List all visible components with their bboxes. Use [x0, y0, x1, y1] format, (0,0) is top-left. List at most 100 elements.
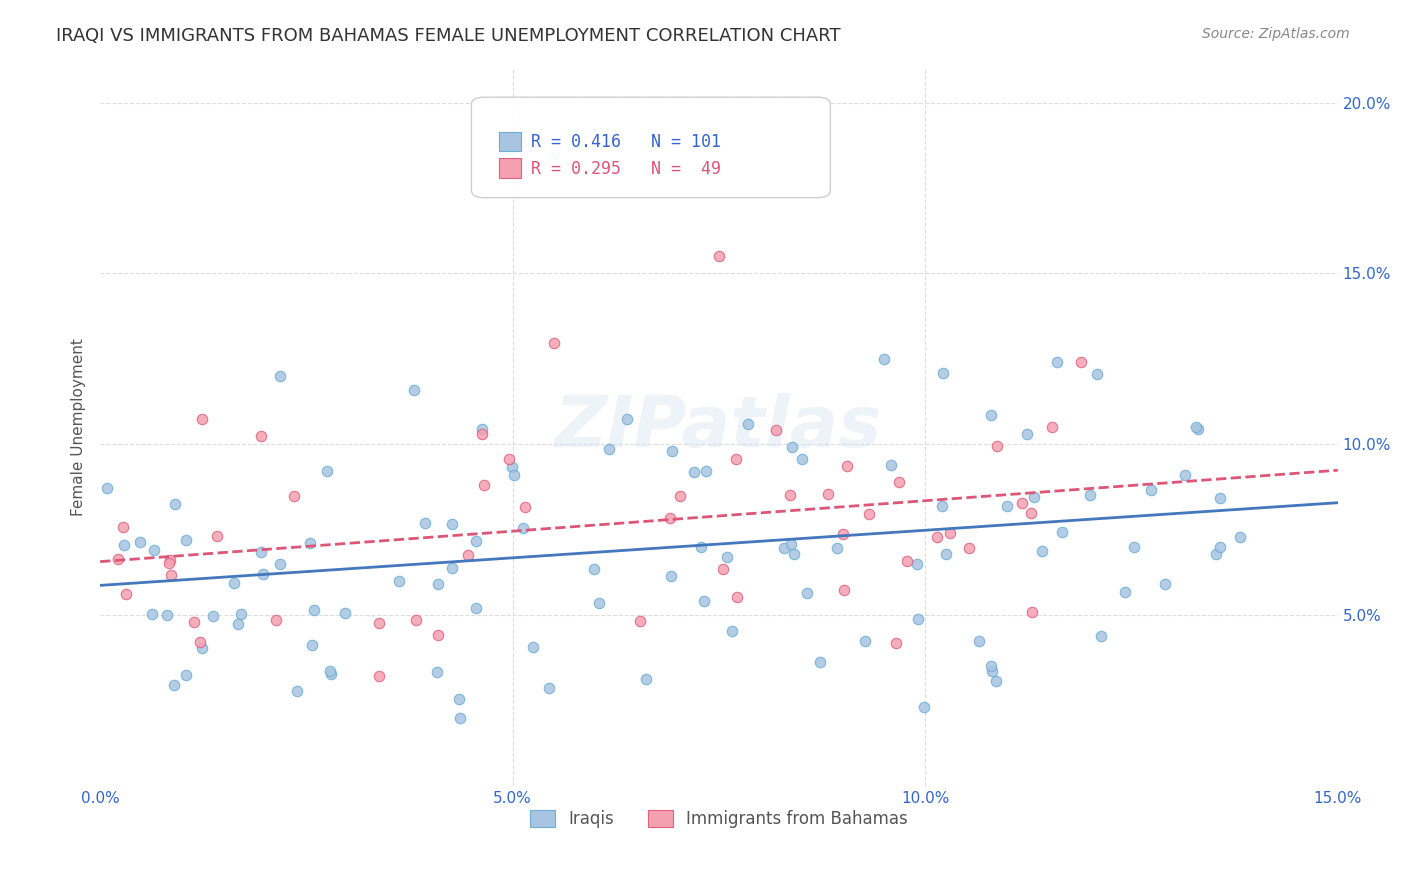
Immigrants from Bahamas	[669, 489, 692, 503]
Immigrants from Bahamas	[725, 452, 748, 467]
Iraqis	[503, 467, 526, 482]
Text: Source: ZipAtlas.com: Source: ZipAtlas.com	[1202, 27, 1350, 41]
Iraqis	[250, 544, 273, 558]
Immigrants from Bahamas	[628, 614, 651, 628]
Iraqis	[1122, 540, 1144, 554]
Iraqis	[201, 609, 224, 624]
Immigrants from Bahamas	[405, 613, 427, 627]
Immigrants from Bahamas	[925, 530, 948, 544]
Iraqis	[1209, 541, 1232, 555]
Iraqis	[683, 465, 706, 479]
Iraqis	[162, 678, 184, 692]
Iraqis	[141, 607, 163, 621]
Iraqis	[252, 567, 274, 582]
Immigrants from Bahamas	[107, 551, 129, 566]
Iraqis	[425, 665, 447, 679]
Iraqis	[501, 459, 523, 474]
Bar	[499, 132, 522, 151]
Iraqis	[907, 612, 929, 626]
Immigrants from Bahamas	[939, 526, 962, 541]
Immigrants from Bahamas	[115, 586, 138, 600]
Iraqis	[790, 451, 813, 466]
Iraqis	[912, 699, 935, 714]
Iraqis	[1085, 368, 1108, 382]
Immigrants from Bahamas	[368, 669, 391, 683]
Iraqis	[1185, 419, 1208, 434]
Immigrants from Bahamas	[159, 568, 181, 582]
Iraqis	[695, 464, 717, 478]
Iraqis	[967, 633, 990, 648]
Text: ZIPatlas: ZIPatlas	[555, 392, 883, 462]
Iraqis	[402, 383, 425, 397]
Immigrants from Bahamas	[471, 426, 494, 441]
Iraqis	[783, 547, 806, 561]
Iraqis	[229, 607, 252, 622]
Immigrants from Bahamas	[832, 582, 855, 597]
Iraqis	[426, 577, 449, 591]
Immigrants from Bahamas	[779, 488, 801, 502]
Iraqis	[873, 351, 896, 366]
Iraqis	[471, 422, 494, 436]
Immigrants from Bahamas	[765, 423, 787, 437]
Iraqis	[285, 683, 308, 698]
Iraqis	[1114, 585, 1136, 599]
Immigrants from Bahamas	[858, 507, 880, 521]
Immigrants from Bahamas	[887, 475, 910, 489]
Immigrants from Bahamas	[1040, 419, 1063, 434]
Immigrants from Bahamas	[543, 335, 565, 350]
Iraqis	[905, 557, 928, 571]
Iraqis	[716, 550, 738, 565]
Iraqis	[1154, 577, 1177, 591]
Iraqis	[879, 458, 901, 472]
Immigrants from Bahamas	[205, 529, 228, 543]
Iraqis	[981, 664, 1004, 678]
Immigrants from Bahamas	[817, 487, 839, 501]
Immigrants from Bahamas	[1019, 506, 1042, 520]
Iraqis	[302, 603, 325, 617]
Immigrants from Bahamas	[264, 613, 287, 627]
Iraqis	[128, 534, 150, 549]
Iraqis	[1139, 483, 1161, 497]
Iraqis	[464, 533, 486, 548]
Iraqis	[932, 366, 955, 380]
Iraqis	[464, 601, 486, 615]
Iraqis	[720, 624, 742, 639]
Iraqis	[980, 659, 1002, 673]
Immigrants from Bahamas	[112, 520, 135, 534]
Iraqis	[1078, 488, 1101, 502]
Immigrants from Bahamas	[711, 562, 734, 576]
Iraqis	[1205, 547, 1227, 561]
Iraqis	[156, 608, 179, 623]
Iraqis	[319, 666, 342, 681]
Iraqis	[855, 634, 877, 648]
Iraqis	[995, 500, 1018, 514]
Immigrants from Bahamas	[513, 500, 536, 515]
Iraqis	[980, 408, 1002, 422]
Iraqis	[388, 574, 411, 589]
Iraqis	[634, 672, 657, 686]
Iraqis	[538, 681, 561, 695]
Iraqis	[1209, 491, 1232, 505]
Bar	[499, 158, 522, 178]
Iraqis	[659, 569, 682, 583]
Iraqis	[174, 668, 197, 682]
Iraqis	[984, 673, 1007, 688]
Immigrants from Bahamas	[896, 554, 918, 568]
Text: R = 0.295   N =  49: R = 0.295 N = 49	[531, 160, 721, 178]
Immigrants from Bahamas	[474, 478, 496, 492]
Immigrants from Bahamas	[884, 636, 907, 650]
Iraqis	[825, 541, 848, 555]
Iraqis	[96, 481, 118, 495]
Immigrants from Bahamas	[1011, 496, 1033, 510]
Iraqis	[588, 596, 610, 610]
Immigrants from Bahamas	[725, 590, 748, 604]
Immigrants from Bahamas	[183, 615, 205, 630]
Iraqis	[661, 443, 683, 458]
Iraqis	[301, 639, 323, 653]
Iraqis	[808, 655, 831, 669]
Iraqis	[689, 541, 711, 555]
Iraqis	[191, 640, 214, 655]
Iraqis	[780, 441, 803, 455]
Iraqis	[1174, 467, 1197, 482]
Immigrants from Bahamas	[188, 635, 211, 649]
